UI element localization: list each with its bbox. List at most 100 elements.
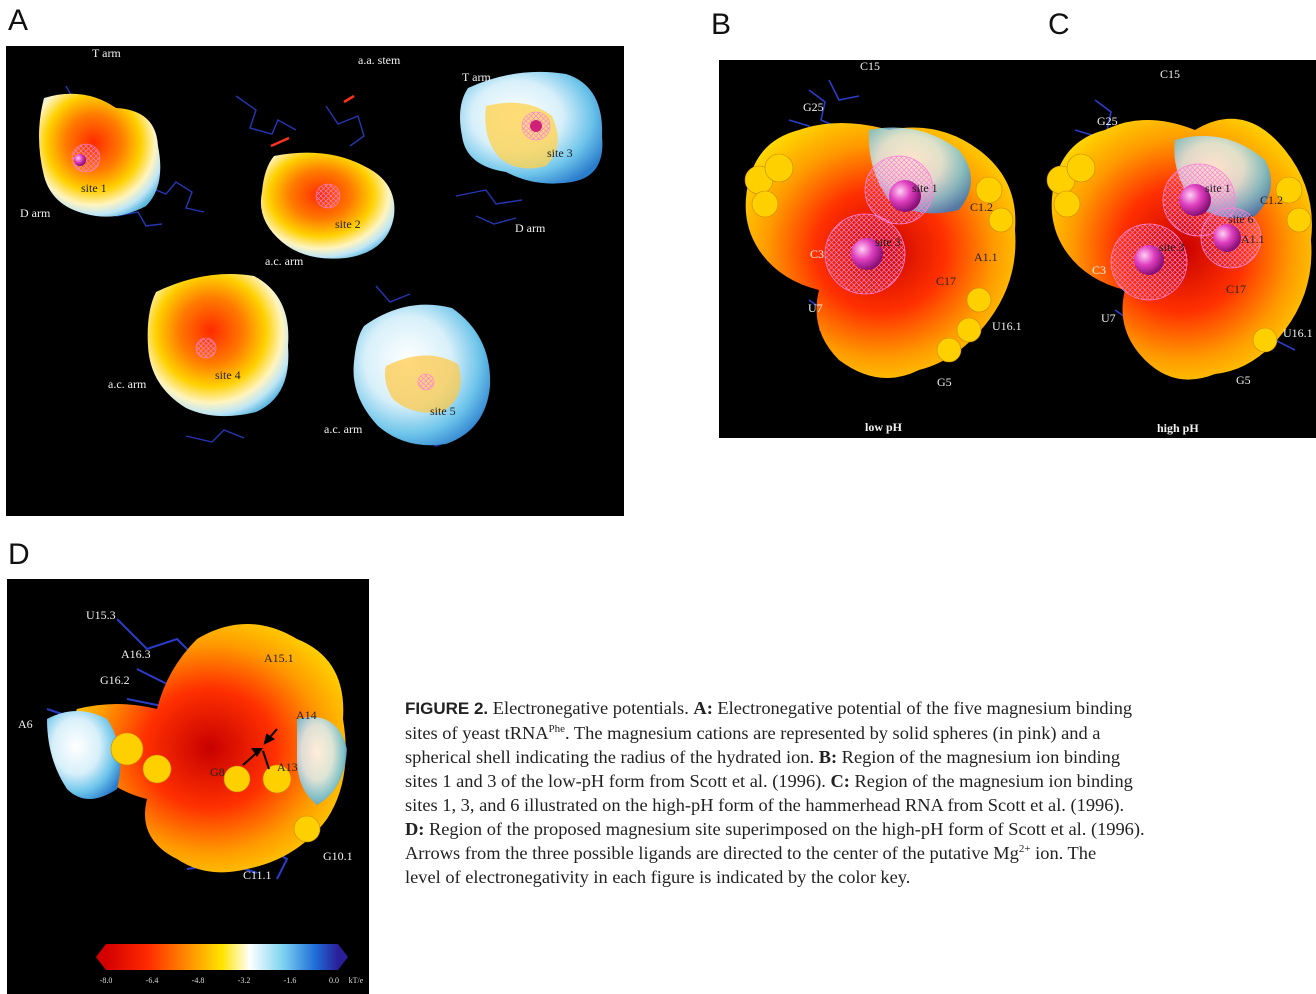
label-a-site-3: site 3 — [547, 146, 573, 160]
label-d-c111: C11.1 — [243, 868, 272, 882]
color-key-left-arrow-icon — [96, 944, 106, 970]
caption-text: spherical shell indicating the radius of… — [405, 747, 819, 767]
color-key-tick: 0.0 — [329, 976, 339, 985]
caption-line-5: sites 1, 3, and 6 illustrated on the hig… — [405, 793, 1316, 817]
label-a-aa-stem: a.a. stem — [358, 53, 401, 67]
label-c-c12: C1.2 — [1260, 193, 1284, 207]
label-c-c3: C3 — [1092, 263, 1107, 277]
label-a-ac-arm-right: a.c. arm — [324, 422, 363, 436]
label-a-d-arm-left: D arm — [20, 206, 51, 220]
panel-d-image: U15.3 A16.3 A15.1 G16.2 A6 A14 G8 A13 G1… — [7, 579, 369, 994]
panel-b-surfaces — [744, 79, 1016, 378]
color-key-tick: -1.6 — [283, 976, 297, 985]
label-b-site-3: site 3 — [875, 235, 901, 249]
panel-letter-c: C — [1048, 8, 1070, 41]
panel-a-image: T arm a.a. stem T arm D arm D arm site 1… — [6, 46, 624, 516]
label-b-g25: G25 — [803, 100, 824, 114]
caption-text: . The magnesium cations are represented … — [565, 723, 1101, 743]
label-d-g101: G10.1 — [323, 849, 353, 863]
label-c-g25: G25 — [1097, 114, 1118, 128]
caption-text: sites 1 and 3 of the low-pH form from Sc… — [405, 771, 831, 791]
label-b-u7: U7 — [808, 301, 823, 315]
color-key-right-arrow-icon — [338, 944, 348, 970]
figure-caption: FIGURE 2. Electronegative potentials. A:… — [405, 696, 1316, 889]
label-b-site-1: site 1 — [912, 181, 938, 195]
label-d-u153: U15.3 — [86, 608, 116, 622]
label-a-d-arm-right: D arm — [515, 221, 546, 235]
panel-letter-b: B — [711, 8, 732, 41]
label-b-ph: low pH — [865, 420, 903, 434]
color-key-tick: -6.4 — [145, 976, 159, 985]
label-c-site-3: site 3 — [1159, 240, 1185, 254]
caption-text: sites 1, 3, and 6 illustrated on the hig… — [405, 795, 1125, 815]
caption-line-3: spherical shell indicating the radius of… — [405, 745, 1316, 769]
caption-panel-b-ref: B: — [818, 747, 838, 767]
caption-text: Electronegative potential of the five ma… — [712, 698, 1133, 718]
label-a-t-arm-left: T arm — [92, 46, 121, 60]
label-c-c17: C17 — [1226, 282, 1247, 296]
label-c-ph: high pH — [1157, 421, 1199, 435]
label-a-site-4: site 4 — [215, 368, 241, 382]
color-key-tick: -4.8 — [191, 976, 205, 985]
label-d-a14: A14 — [296, 708, 317, 722]
caption-line-7: Arrows from the three possible ligands a… — [405, 841, 1316, 865]
figure-label: FIGURE 2. — [405, 699, 489, 718]
label-b-c3: C3 — [810, 247, 825, 261]
label-c-a11: A1.1 — [1241, 232, 1265, 246]
label-b-c12: C1.2 — [970, 200, 994, 214]
caption-superscript: 2+ — [1018, 842, 1031, 855]
label-d-g162: G16.2 — [100, 673, 130, 687]
label-b-u161: U16.1 — [992, 319, 1022, 333]
color-key-tick: -8.0 — [99, 976, 113, 985]
caption-panel-c-ref: C: — [830, 771, 850, 791]
label-a-ac-arm-top: a.c. arm — [265, 254, 304, 268]
label-a-site-1: site 1 — [81, 181, 107, 195]
panel-b-image: C15 G25 site 1 C1.2 site 3 C3 A1.1 C17 U… — [719, 60, 1035, 438]
caption-superscript: Phe — [548, 722, 566, 735]
label-d-a151: A15.1 — [264, 651, 294, 665]
panel-d-surfaces — [46, 618, 347, 880]
label-c-g5: G5 — [1236, 373, 1251, 387]
caption-text: ion. The — [1030, 843, 1097, 863]
label-d-a163: A16.3 — [121, 647, 151, 661]
label-d-a13: A13 — [277, 760, 298, 774]
caption-text: Region of the proposed magnesium site su… — [424, 819, 1145, 839]
caption-line-2: sites of yeast tRNAPhe. The magnesium ca… — [405, 721, 1316, 745]
label-c-u161: U16.1 — [1283, 326, 1313, 340]
label-b-g5: G5 — [937, 375, 952, 389]
caption-text: Region of the magnesium ion binding — [837, 747, 1121, 767]
label-c-site-1: site 1 — [1205, 181, 1231, 195]
label-c-c15: C15 — [1160, 67, 1181, 81]
panel-letter-a: A — [8, 4, 29, 37]
caption-line-8: level of electronegativity in each figur… — [405, 865, 1316, 889]
label-b-c17: C17 — [936, 274, 957, 288]
label-a-site-5: site 5 — [430, 404, 456, 418]
color-key-gradient — [106, 944, 338, 970]
label-d-a6: A6 — [18, 717, 33, 731]
color-key-unit: kT/e — [348, 976, 364, 985]
panel-c-image: C15 G25 site 1 C1.2 site 6 A1.1 site 3 C… — [1035, 60, 1316, 438]
panel-a-surfaces — [39, 71, 603, 447]
caption-text: level of electronegativity in each figur… — [405, 867, 911, 887]
caption-panel-a-ref: A: — [693, 698, 713, 718]
color-key: -8.0 -6.4 -4.8 -3.2 -1.6 0.0 kT/e — [96, 944, 364, 990]
label-a-ac-arm-left: a.c. arm — [108, 377, 147, 391]
color-key-tick: -3.2 — [237, 976, 251, 985]
caption-panel-d-ref: D: — [405, 819, 425, 839]
caption-text: Region of the magnesium ion binding — [849, 771, 1133, 791]
panel-letter-d: D — [8, 538, 30, 571]
caption-line-1: FIGURE 2. Electronegative potentials. A:… — [405, 696, 1316, 721]
caption-text: sites of yeast tRNA — [405, 723, 549, 743]
panel-c-surfaces — [1046, 99, 1312, 380]
label-a-site-2: site 2 — [335, 217, 361, 231]
label-d-g8: G8 — [210, 765, 225, 779]
label-a-t-arm-right: T arm — [462, 70, 491, 84]
caption-line-4: sites 1 and 3 of the low-pH form from Sc… — [405, 769, 1316, 793]
color-key-ticks: -8.0 -6.4 -4.8 -3.2 -1.6 0.0 kT/e — [100, 974, 364, 988]
label-c-site-6: site 6 — [1228, 212, 1254, 226]
caption-text: Electronegative potentials. — [488, 698, 694, 718]
caption-text: Arrows from the three possible ligands a… — [405, 843, 1019, 863]
label-c-u7: U7 — [1101, 311, 1116, 325]
caption-line-6: D: Region of the proposed magnesium site… — [405, 817, 1316, 841]
label-b-c15: C15 — [860, 60, 881, 73]
